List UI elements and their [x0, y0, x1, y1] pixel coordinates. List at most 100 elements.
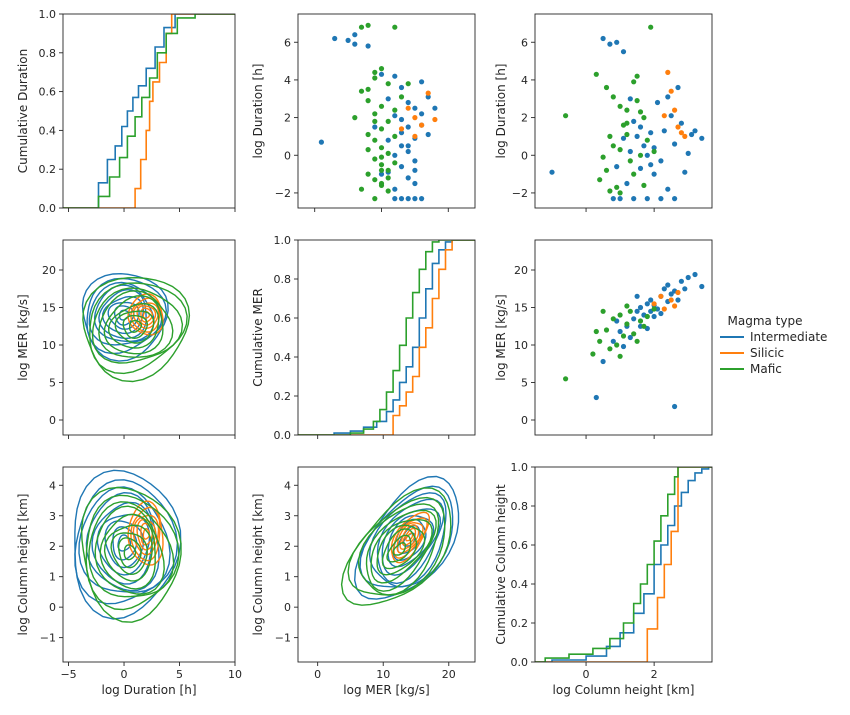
kde-contour-intermediate: [93, 284, 155, 342]
y-tick-label: 4: [521, 74, 528, 87]
scatter-point-mafic: [593, 328, 599, 335]
scatter-point-silicic: [668, 297, 674, 303]
scatter-point-mafic: [624, 321, 630, 327]
scatter-point-mafic: [372, 69, 378, 75]
scatter-point-mafic: [385, 175, 391, 181]
scatter-point-intermediate: [620, 343, 627, 350]
scatter-point-intermediate: [600, 358, 606, 365]
y-tick-label: 2: [284, 540, 291, 553]
panel-p12: 0 5 10 15 20 log MER [kg/s]: [494, 239, 713, 439]
scatter-point-intermediate: [685, 150, 691, 156]
y-axis-label: log Column height [km]: [251, 494, 265, 636]
scatter-point-intermediate: [425, 94, 431, 100]
panel-p10: 0 5 10 15 20 log MER [kg/s]: [16, 239, 236, 439]
scatter-point-silicic: [682, 133, 688, 139]
scatter-point-intermediate: [672, 141, 678, 147]
scatter-point-mafic: [385, 167, 391, 173]
kde-contour-mafic: [80, 486, 182, 623]
scatter-point-mafic: [644, 137, 650, 143]
scatter-point-intermediate: [378, 171, 385, 177]
kde-contour-mafic: [110, 532, 148, 576]
y-tick-label: 0.4: [511, 578, 529, 591]
scatter-point-mafic: [641, 182, 647, 188]
scatter-point-mafic: [385, 188, 391, 194]
y-tick-label: 4: [284, 74, 291, 87]
y-tick-label: 6: [521, 36, 528, 49]
scatter-point-intermediate: [644, 196, 650, 202]
y-axis-label: log MER [kg/s]: [16, 294, 30, 380]
scatter-point-mafic: [641, 115, 647, 121]
panel-p00: 0.0 0.2 0.4 0.6 0.8 1.0 Cumulative Duration: [16, 8, 236, 215]
scatter-point-intermediate: [405, 196, 411, 202]
scatter-point-mafic: [644, 313, 650, 320]
kde-contour-silicic: [390, 511, 431, 564]
axes-frame: [534, 239, 713, 436]
kde-contour-mafic: [103, 294, 164, 355]
scatter-point-mafic: [607, 188, 613, 194]
scatter-point-mafic: [634, 73, 640, 79]
scatter-point-intermediate: [378, 71, 385, 77]
scatter-point-mafic: [627, 158, 633, 164]
scatter-point-mafic: [358, 24, 365, 30]
scatter-point-intermediate: [405, 175, 411, 181]
x-tick-label: 20: [442, 668, 456, 681]
scatter-point-mafic: [378, 162, 385, 168]
scatter-point-intermediate: [675, 84, 681, 91]
scatter-point-intermediate: [651, 145, 657, 151]
y-tick-label: 0.6: [511, 539, 529, 552]
scatter-point-intermediate: [682, 286, 688, 292]
y-tick-label: 0: [49, 601, 56, 614]
y-axis-label: log Duration [h]: [251, 63, 265, 158]
scatter-point-intermediate: [385, 137, 391, 143]
kde-contour-mafic: [365, 509, 437, 592]
x-tick-label: −5: [60, 668, 76, 681]
scatter-point-mafic: [600, 308, 606, 314]
y-tick-label: 0: [284, 601, 291, 614]
panel-p21: 0 10 20 −1 0 1 2 3 4 log Column height [km] log ME…: [251, 466, 476, 697]
y-tick-label: 4: [49, 479, 56, 492]
scatter-point-intermediate: [648, 297, 654, 303]
scatter-point-silicic: [665, 69, 671, 75]
y-tick-label: −2: [512, 187, 528, 200]
scatter-point-intermediate: [419, 79, 425, 85]
x-tick-label: 10: [228, 668, 242, 681]
scatter-point-mafic: [614, 342, 620, 348]
scatter-point-mafic: [372, 137, 378, 143]
scatter-point-silicic: [398, 126, 405, 132]
y-tick-label: −2: [275, 187, 291, 200]
scatter-point-mafic: [631, 171, 637, 177]
x-tick-label: 0: [314, 668, 321, 681]
scatter-point-mafic: [631, 79, 637, 85]
scatter-point-mafic: [634, 338, 640, 344]
kde-contour-silicic: [136, 305, 157, 326]
scatter-point-mafic: [631, 331, 637, 337]
scatter-point-intermediate: [634, 133, 640, 139]
ecdf-line-mafic: [298, 240, 475, 435]
y-tick-label: 0: [49, 414, 56, 427]
plot-area: [563, 271, 705, 410]
scatter-point-intermediate: [661, 286, 667, 292]
scatter-point-intermediate: [398, 84, 405, 91]
scatter-point-intermediate: [672, 403, 678, 410]
scatter-point-intermediate: [644, 301, 650, 307]
scatter-point-mafic: [358, 186, 365, 192]
scatter-point-intermediate: [398, 130, 405, 136]
scatter-point-mafic: [617, 147, 623, 153]
y-tick-label: 5: [49, 377, 56, 390]
scatter-point-mafic: [617, 312, 623, 318]
legend-entry-silicic: Silicic: [750, 346, 784, 360]
kde-contour-mafic: [98, 290, 174, 358]
y-tick-label: 0.0: [39, 202, 57, 215]
ecdf-line-mafic: [63, 14, 235, 208]
scatter-point-intermediate: [385, 96, 391, 102]
scatter-point-mafic: [372, 118, 378, 124]
y-tick-label: −1: [275, 632, 291, 645]
scatter-point-mafic: [614, 184, 620, 190]
scatter-point-silicic: [412, 115, 418, 121]
scatter-point-intermediate: [617, 328, 623, 335]
ecdf-line-intermediate: [63, 14, 235, 208]
kde-contour-mafic: [114, 310, 155, 344]
scatter-point-mafic: [624, 303, 630, 309]
y-tick-label: 20: [42, 264, 56, 277]
scatter-point-intermediate: [627, 148, 633, 155]
